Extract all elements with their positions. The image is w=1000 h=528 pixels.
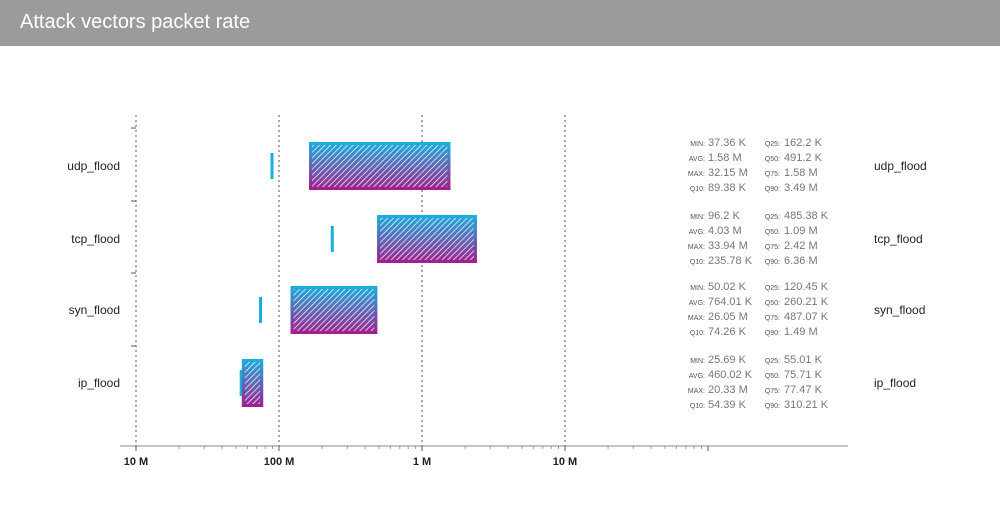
category-label-right: ip_flood <box>874 376 916 390</box>
stat-value: 162.2 K <box>784 137 823 149</box>
stat-key: MIN: <box>690 141 705 148</box>
stat-value: 50.02 K <box>708 281 747 293</box>
stat-value: 55.01 K <box>784 354 823 366</box>
stat-key: Q50: <box>765 300 780 307</box>
stat-value: 1.09 M <box>784 225 818 237</box>
stat-value: 32.15 M <box>708 167 748 179</box>
category-label-right: syn_flood <box>874 303 925 317</box>
category-label-left: udp_flood <box>67 159 120 173</box>
x-tick-label: 1 M <box>413 456 431 468</box>
category-label-left: tcp_flood <box>71 232 120 246</box>
stat-value: 26.05 M <box>708 311 748 323</box>
stat-key: MIN: <box>690 358 705 365</box>
stat-value: 96.2 K <box>708 210 740 222</box>
stat-key: Q90: <box>765 186 780 193</box>
stat-key: Q75: <box>765 244 780 251</box>
stat-value: 20.33 M <box>708 384 748 396</box>
stat-value: 89.38 K <box>708 182 747 194</box>
stat-value: 485.38 K <box>784 210 829 222</box>
stat-key: Q50: <box>765 229 780 236</box>
box-hatch <box>290 286 378 334</box>
box-hatch <box>241 359 264 407</box>
box-outline <box>309 142 451 190</box>
stat-key: MAX: <box>688 315 705 322</box>
stat-key: MIN: <box>690 214 705 221</box>
stat-value: 33.94 M <box>708 240 748 252</box>
stat-value: 1.58 M <box>708 152 742 164</box>
stat-key: MAX: <box>688 388 705 395</box>
stat-key: Q90: <box>765 330 780 337</box>
chart-title: Attack vectors packet rate <box>20 11 251 33</box>
stat-key: AVG: <box>689 300 705 307</box>
stat-key: Q50: <box>765 373 780 380</box>
stat-key: Q25: <box>765 141 780 148</box>
stat-value: 235.78 K <box>708 255 753 267</box>
stat-key: MAX: <box>688 244 705 251</box>
stat-value: 4.03 M <box>708 225 742 237</box>
stat-key: Q10: <box>690 403 705 410</box>
box-outline <box>290 286 378 334</box>
stat-key: Q90: <box>765 259 780 266</box>
stat-value: 2.42 M <box>784 240 818 252</box>
stat-key: Q50: <box>765 156 780 163</box>
stat-value: 74.26 K <box>708 326 747 338</box>
category-label-right: udp_flood <box>874 159 927 173</box>
category-label-left: ip_flood <box>78 376 120 390</box>
stat-key: Q10: <box>690 259 705 266</box>
category-label-right: tcp_flood <box>874 232 923 246</box>
stat-key: Q90: <box>765 403 780 410</box>
stat-key: Q75: <box>765 388 780 395</box>
stat-value: 460.02 K <box>708 369 753 381</box>
stat-key: Q10: <box>690 186 705 193</box>
stat-value: 120.45 K <box>784 281 829 293</box>
stat-key: AVG: <box>689 156 705 163</box>
stat-value: 764.01 K <box>708 296 753 308</box>
x-tick-label: 10 M <box>124 456 148 468</box>
stat-key: Q25: <box>765 285 780 292</box>
stat-key: Q10: <box>690 330 705 337</box>
stat-key: Q75: <box>765 171 780 178</box>
stat-value: 77.47 K <box>784 384 823 396</box>
stat-value: 37.36 K <box>708 137 747 149</box>
stat-value: 3.49 M <box>784 182 818 194</box>
stat-key: MAX: <box>688 171 705 178</box>
stat-key: AVG: <box>689 229 705 236</box>
stat-key: Q25: <box>765 214 780 221</box>
stat-key: MIN: <box>690 285 705 292</box>
x-tick-label: 100 M <box>264 456 295 468</box>
stat-value: 1.58 M <box>784 167 818 179</box>
stat-value: 260.21 K <box>784 296 829 308</box>
stat-value: 75.71 K <box>784 369 823 381</box>
category-label-left: syn_flood <box>69 303 120 317</box>
stat-key: Q25: <box>765 358 780 365</box>
stat-key: Q75: <box>765 315 780 322</box>
x-tick-label: 10 M <box>553 456 577 468</box>
stat-key: AVG: <box>689 373 705 380</box>
stat-value: 487.07 K <box>784 311 829 323</box>
chart-header: Attack vectors packet rate <box>0 0 1000 46</box>
stat-value: 310.21 K <box>784 399 829 411</box>
stat-value: 6.36 M <box>784 255 818 267</box>
stat-value: 1.49 M <box>784 326 818 338</box>
stat-value: 491.2 K <box>784 152 823 164</box>
box-hatch <box>309 142 451 190</box>
stat-value: 25.69 K <box>708 354 747 366</box>
stat-value: 54.39 K <box>708 399 747 411</box>
